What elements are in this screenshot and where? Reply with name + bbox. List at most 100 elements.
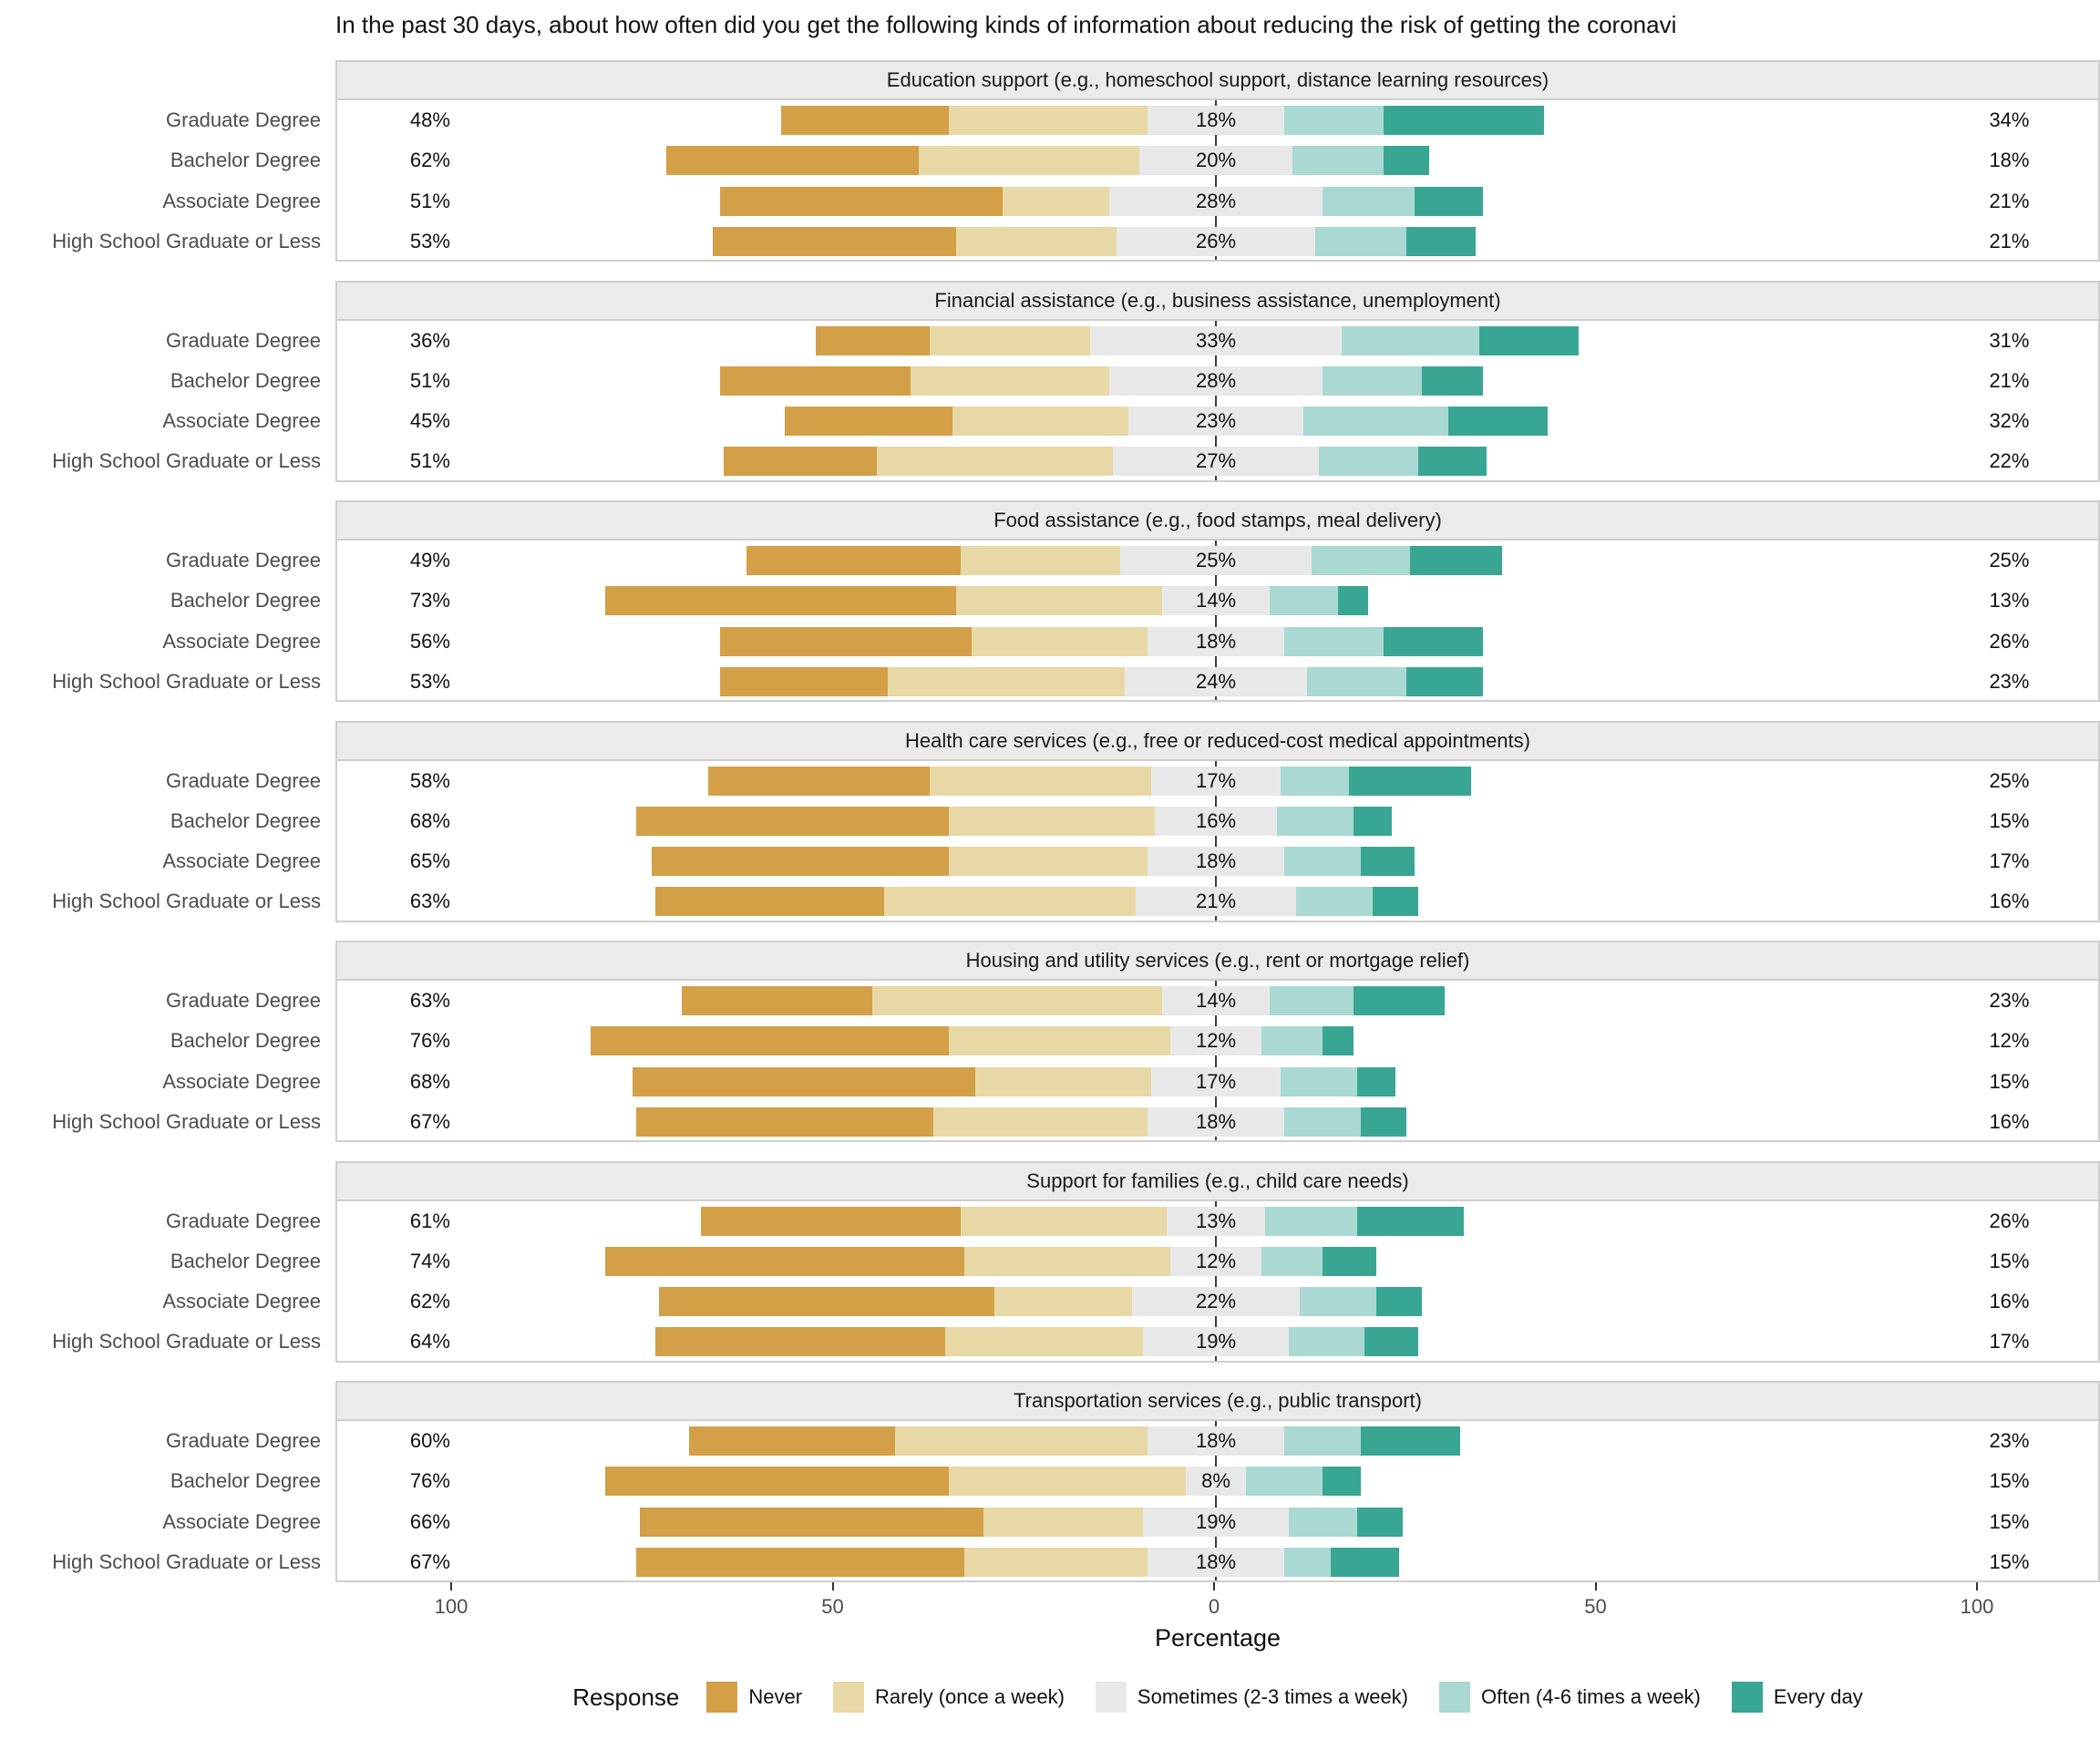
bar-segment-often	[1284, 1107, 1362, 1137]
bar-segment-never	[605, 1246, 964, 1276]
bar-segment-sometimes	[1108, 365, 1323, 396]
bar-segment-sometimes	[1147, 847, 1285, 877]
value-label-right: 15%	[1989, 808, 2030, 832]
row-category-label: Bachelor Degree	[170, 589, 321, 612]
facet-panel: Health care services (e.g., free or redu…	[0, 720, 2100, 922]
bar-segment-every_day	[1448, 407, 1549, 437]
value-label-right: 16%	[1989, 890, 2030, 913]
legend-item-label: Sometimes (2-3 times a week)	[1137, 1685, 1409, 1708]
bar-segment-every_day	[1323, 1026, 1354, 1056]
bar-segment-rarely	[1002, 186, 1109, 216]
bar-segment-often	[1246, 1467, 1323, 1497]
facet-title: Support for families (e.g., child care n…	[335, 1160, 2100, 1201]
bar-segment-rarely	[949, 1467, 1186, 1497]
row-category-label: High School Graduate or Less	[52, 669, 321, 693]
row-category-label: Graduate Degree	[166, 1209, 321, 1232]
bar-segment-never	[654, 887, 884, 917]
bar-segment-sometimes	[1139, 146, 1292, 176]
bar-segment-sometimes	[1147, 1426, 1285, 1457]
row-category-label: Associate Degree	[162, 1069, 321, 1093]
legend-item-label: Often (4-6 times a week)	[1481, 1685, 1701, 1708]
bar-segment-never	[689, 1426, 896, 1457]
bar-segment-never	[719, 666, 889, 696]
zero-reference-line	[1215, 1421, 1217, 1580]
value-label-right: 26%	[1989, 629, 2030, 653]
value-label-right: 17%	[1989, 849, 2030, 873]
bar-segment-rarely	[963, 1547, 1148, 1577]
value-label-right: 15%	[1989, 1509, 2030, 1533]
bar-segment-sometimes	[1162, 586, 1270, 616]
bar-segment-every_day	[1349, 766, 1472, 796]
facet-plot-area: 58% 17% 25% 68% 16% 15% 65% 18% 17% 63% 21% 16%	[335, 760, 2100, 922]
value-label-mid: 18%	[1195, 849, 1237, 873]
bar-segment-rarely	[972, 626, 1148, 656]
facet-plot-area: 36% 33% 31% 51% 28% 21% 45% 23% 32% 51% 27% 22%	[335, 320, 2100, 482]
bar-segment-rarely	[963, 1246, 1170, 1276]
bar-segment-every_day	[1330, 1547, 1399, 1577]
bar-segment-often	[1284, 1426, 1362, 1457]
value-label-right: 23%	[1989, 1429, 2030, 1453]
value-label-mid: 17%	[1195, 768, 1237, 792]
bar-segment-never	[712, 226, 957, 256]
bar-segment-every_day	[1353, 986, 1446, 1016]
bar-segment-sometimes	[1147, 1107, 1285, 1137]
legend-item-every_day: Every day	[1731, 1682, 1863, 1713]
bar-segment-every_day	[1364, 1327, 1418, 1357]
value-label-mid: 19%	[1195, 1509, 1237, 1533]
facet-plot-area: 48% 18% 34% 62% 20% 18% 51% 28% 21% 53% 26% 21%	[335, 100, 2100, 262]
value-label-left: 53%	[409, 669, 450, 693]
value-label-mid: 22%	[1195, 1290, 1237, 1313]
value-label-right: 15%	[1989, 1069, 2030, 1093]
facet-panel: Food assistance (e.g., food stamps, meal…	[0, 500, 2100, 702]
value-label-right: 16%	[1989, 1109, 2030, 1133]
value-label-right: 25%	[1989, 768, 2030, 792]
bar-segment-never	[605, 1467, 950, 1497]
value-label-right: 26%	[1989, 1209, 2030, 1232]
value-label-left: 68%	[409, 1069, 450, 1093]
value-label-mid: 12%	[1195, 1249, 1237, 1272]
bar-segment-never	[605, 586, 957, 616]
bar-segment-never	[651, 847, 950, 877]
value-label-right: 21%	[1989, 229, 2030, 252]
bar-segment-rarely	[956, 226, 1117, 256]
value-label-right: 21%	[1989, 189, 2030, 212]
legend-items: Never Rarely (once a week) Sometimes (2-3 …	[706, 1682, 1863, 1713]
bar-segment-rarely	[876, 447, 1113, 477]
value-label-mid: 13%	[1195, 1209, 1237, 1232]
legend-item-often: Often (4-6 times a week)	[1439, 1682, 1701, 1713]
value-label-mid: 26%	[1195, 229, 1237, 252]
bar-segment-rarely	[918, 146, 1140, 176]
bar-segment-never	[719, 186, 1003, 216]
bar-segment-every_day	[1417, 447, 1488, 477]
bar-segment-rarely	[872, 986, 1163, 1016]
bar-segment-often	[1281, 1066, 1357, 1096]
facet-title: Food assistance (e.g., food stamps, meal…	[335, 500, 2100, 540]
row-category-label: Associate Degree	[162, 409, 321, 433]
facet-plot-area: 49% 25% 25% 73% 14% 13% 56% 18% 26% 53% 24% 23%	[335, 540, 2100, 702]
facet-title: Education support (e.g., homeschool supp…	[335, 60, 2100, 100]
row-category-label: High School Graduate or Less	[52, 1330, 321, 1354]
bar-segment-every_day	[1337, 586, 1369, 616]
value-label-mid: 33%	[1195, 328, 1237, 352]
facet-title: Health care services (e.g., free or redu…	[335, 720, 2100, 761]
row-category-label: Associate Degree	[162, 189, 321, 212]
bar-segment-sometimes	[1124, 666, 1308, 696]
value-label-mid: 25%	[1195, 549, 1237, 572]
legend-swatch-sometimes	[1095, 1682, 1127, 1713]
bar-segment-every_day	[1384, 626, 1483, 656]
facet-title: Financial assistance (e.g., business ass…	[335, 280, 2100, 321]
bar-segment-never	[654, 1327, 945, 1357]
bar-segment-every_day	[1372, 887, 1418, 917]
bar-segment-every_day	[1384, 106, 1544, 136]
x-axis-label: Percentage	[1154, 1624, 1282, 1652]
row-category-label: High School Graduate or Less	[52, 1109, 321, 1133]
value-label-right: 22%	[1989, 449, 2030, 473]
bar-segment-sometimes	[1166, 1206, 1266, 1236]
value-label-mid: 28%	[1195, 189, 1237, 212]
bar-segment-never	[635, 806, 950, 836]
value-label-left: 36%	[409, 328, 450, 352]
bar-segment-often	[1303, 407, 1449, 437]
bar-segment-often	[1261, 1026, 1323, 1056]
axis-tick-label: 50	[1584, 1595, 1607, 1618]
facet-plot-area: 63% 14% 23% 76% 12% 12% 68% 17% 15% 67% 18% 16%	[335, 981, 2100, 1142]
